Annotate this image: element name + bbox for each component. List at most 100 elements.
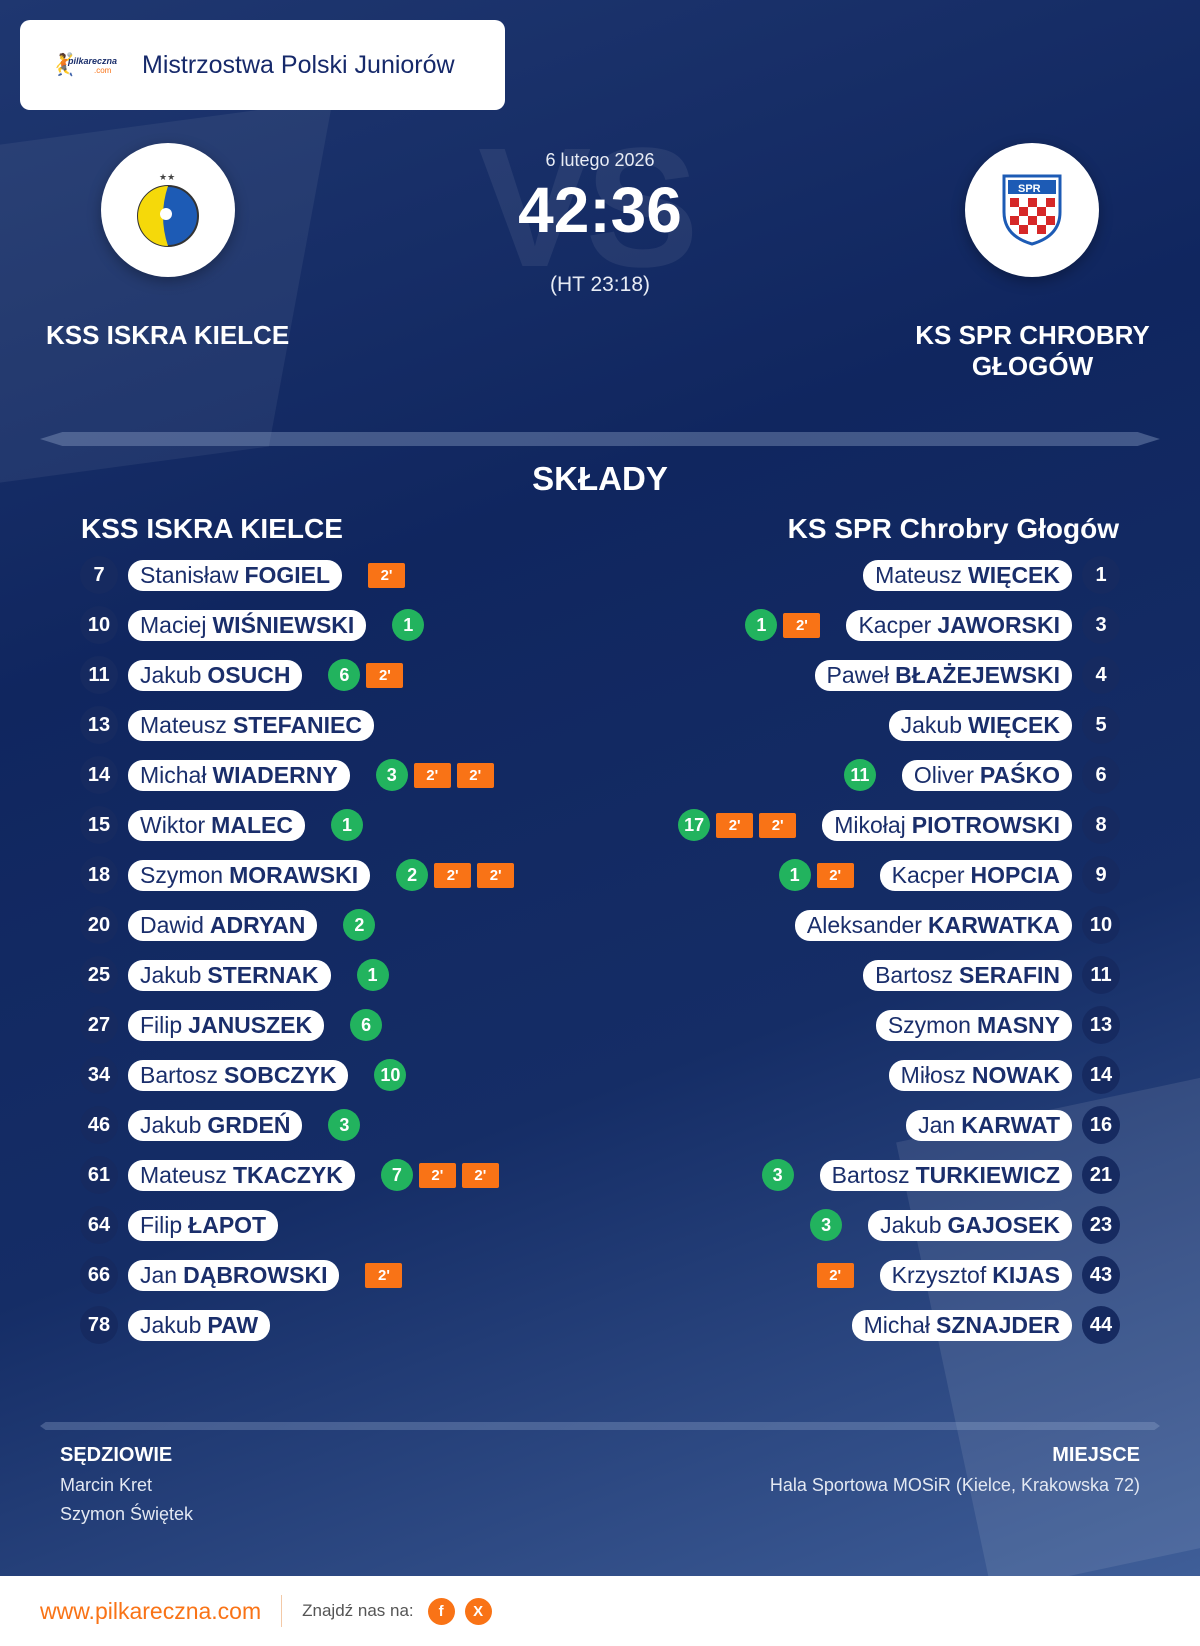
player-row: 11 Bartosz SERAFIN [837,956,1120,994]
player-name[interactable]: Jakub PAW [128,1309,271,1341]
away-crest: SPR [965,143,1099,277]
player-name[interactable]: Jan KARWAT [906,1109,1072,1141]
suspension-badge: 2' [434,862,472,888]
goals-badge: 2 [396,859,429,891]
player-name[interactable]: Mateusz TKACZYK [128,1159,355,1191]
player-row: 1 Mateusz WIĘCEK [837,556,1120,594]
player-name[interactable]: Aleksander KARWATKA [794,909,1072,941]
player-first-name: Szymon [140,861,224,888]
player-name[interactable]: Stanisław FOGIEL [128,559,343,591]
player-name[interactable]: Jakub GRDEŃ [128,1109,303,1141]
suspension-badge: 2' [816,862,854,888]
player-last-name: WIADERNY [212,761,338,788]
player-stats: 1 2' [745,609,821,641]
player-name[interactable]: Jakub GAJOSEK [868,1209,1072,1241]
x-icon[interactable]: X [464,1597,492,1625]
player-first-name: Paweł [826,661,890,688]
goals-badge: 3 [810,1209,843,1241]
player-first-name: Bartosz [140,1061,218,1088]
player-name[interactable]: Mateusz STEFANIEC [128,709,375,741]
player-name[interactable]: Jakub WIĘCEK [888,709,1072,741]
player-first-name: Jan [140,1261,178,1288]
site-link[interactable]: www.pilkareczna.com [40,1597,262,1624]
goals-badge: 1 [392,609,425,641]
facebook-icon[interactable]: f [427,1597,455,1625]
player-name[interactable]: Krzysztof KIJAS [879,1259,1072,1291]
shirt-number: 66 [80,1256,118,1294]
referee: Marcin Kret [60,1475,153,1495]
away-lineup-title: KS SPR Chrobry Głogów [787,513,1119,544]
player-name[interactable]: Mateusz WIĘCEK [863,559,1072,591]
player-stats: 3 [810,1209,843,1241]
player-name[interactable]: Szymon MORAWSKI [128,859,371,891]
player-name[interactable]: Miłosz NOWAK [888,1059,1072,1091]
competition-title: Mistrzostwa Polski Juniorów [142,50,455,79]
player-row: 7 Stanisław FOGIEL 2' [80,556,406,594]
player-row: 18 Szymon MORAWSKI 2 2' 2' [80,856,515,894]
player-first-name: Wiktor [140,811,206,838]
player-first-name: Michał [140,761,207,788]
player-stats: 2' [816,1262,854,1288]
player-name[interactable]: Paweł BŁAŻEJEWSKI [814,659,1072,691]
player-name[interactable]: Wiktor MALEC [128,809,305,841]
player-last-name: FOGIEL [244,561,331,588]
player-first-name: Filip [140,1211,183,1238]
site-logo[interactable]: 🤾 pilkareczna .com [50,50,120,80]
player-first-name: Mateusz [140,711,227,738]
player-name[interactable]: Michał SZNAJDER [851,1309,1072,1341]
shirt-number: 43 [1082,1256,1120,1294]
player-row: 20 Dawid ADRYAN 2 [80,906,376,944]
player-name[interactable]: Bartosz SOBCZYK [128,1059,349,1091]
suspension-badge: 2' [816,1262,854,1288]
player-name[interactable]: Jan DĄBROWSKI [128,1259,340,1291]
player-row: 78 Jakub PAW [80,1306,296,1344]
player-name[interactable]: Dawid ADRYAN [128,909,318,941]
player-first-name: Krzysztof [891,1261,987,1288]
player-last-name: KARWATKA [927,911,1060,938]
player-row: 43 Krzysztof KIJAS 2' [816,1256,1120,1294]
match-date: 6 lutego 2026 [545,150,655,170]
player-row: 27 Filip JANUSZEK 6 [80,1006,383,1044]
suspension-badge: 2' [366,662,404,688]
player-last-name: JAWORSKI [937,611,1060,638]
player-name[interactable]: Mikołaj PIOTROWSKI [822,809,1072,841]
away-team-name: KS SPR CHROBRY GŁOGÓW [915,320,1150,381]
goals-badge: 3 [375,759,408,791]
player-stats: 7 2' 2' [380,1159,499,1191]
player-name[interactable]: Maciej WIŚNIEWSKI [128,609,367,641]
player-stats: 3 [328,1109,361,1141]
player-row: 4 Paweł BŁAŻEJEWSKI [789,656,1120,694]
player-name[interactable]: Bartosz TURKIEWICZ [819,1159,1072,1191]
player-name[interactable]: Filip ŁAPOT [128,1209,279,1241]
player-first-name: Mateusz [140,1161,227,1188]
player-name[interactable]: Bartosz SERAFIN [863,959,1072,991]
player-name[interactable]: Kacper JAWORSKI [846,609,1072,641]
player-last-name: HOPCIA [970,861,1060,888]
player-name[interactable]: Jakub OSUCH [128,659,303,691]
player-name[interactable]: Kacper HOPCIA [879,859,1072,891]
player-name[interactable]: Szymon MASNY [875,1009,1072,1041]
player-name[interactable]: Jakub STERNAK [128,959,331,991]
player-row: 3 Kacper JAWORSKI 1 2' [745,606,1120,644]
footer-divider [281,1595,283,1627]
home-crest: ★★ [101,143,235,277]
player-last-name: OSUCH [207,661,291,688]
suspension-badge: 2' [759,812,797,838]
player-name[interactable]: Michał WIADERNY [128,759,350,791]
player-name[interactable]: Oliver PAŚKO [901,759,1072,791]
player-name[interactable]: Filip JANUSZEK [128,1009,325,1041]
shirt-number: 27 [80,1006,118,1044]
player-first-name: Oliver [913,761,974,788]
svg-text:SPR: SPR [1018,183,1041,195]
player-row: 11 Jakub OSUCH 6 2' [80,656,404,694]
shirt-number: 78 [80,1306,118,1344]
halftime-score: (HT 23:18) [550,273,650,296]
player-row: 14 Michał WIADERNY 3 2' 2' [80,756,494,794]
player-last-name: TKACZYK [232,1161,343,1188]
shirt-number: 18 [80,856,118,894]
player-last-name: MALEC [211,811,293,838]
player-first-name: Aleksander [806,911,922,938]
player-last-name: KARWAT [961,1111,1060,1138]
suspension-badge: 2' [418,1162,456,1188]
goals-badge: 10 [374,1059,407,1091]
